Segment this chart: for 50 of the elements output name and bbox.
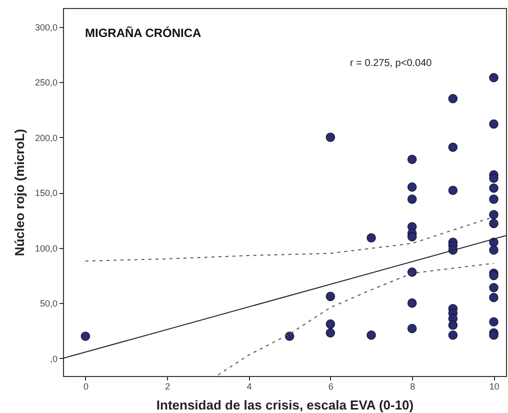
point xyxy=(448,320,458,330)
point xyxy=(489,245,498,255)
point xyxy=(489,184,498,193)
point xyxy=(326,132,336,142)
y-tick-label: 250,0 xyxy=(34,78,58,88)
line-series xyxy=(218,262,494,376)
point xyxy=(448,186,458,195)
x-tick-label: 6 xyxy=(328,382,334,392)
point xyxy=(448,94,458,104)
point xyxy=(489,317,498,326)
point xyxy=(489,194,498,204)
point xyxy=(326,319,336,329)
y-tick-label: 150,0 xyxy=(34,188,58,198)
point xyxy=(407,194,417,204)
point xyxy=(326,328,336,338)
point xyxy=(489,282,498,292)
x-axis-title: Intensidad de las crisis, escala EVA (0-10) xyxy=(156,398,414,412)
y-tick-label: ,0 xyxy=(50,354,58,364)
point xyxy=(407,324,417,334)
y-tick-label: 200,0 xyxy=(34,132,58,143)
point xyxy=(448,142,458,152)
x-tick-label: 0 xyxy=(83,382,88,392)
y-axis-title: Núcleo rojo (microL) xyxy=(12,128,27,256)
x-tick-label: 4 xyxy=(246,382,252,392)
point xyxy=(489,292,498,302)
point xyxy=(489,119,498,129)
point xyxy=(489,174,498,183)
point xyxy=(326,292,336,302)
point xyxy=(407,298,417,308)
point xyxy=(489,270,498,280)
y-tick-label: 100,0 xyxy=(34,243,58,254)
point xyxy=(448,330,458,340)
x-tick-label: 10 xyxy=(489,382,500,392)
point xyxy=(284,332,294,341)
point xyxy=(407,182,417,192)
text: MIGRAÑA CRÓNICA xyxy=(85,26,202,40)
x-tick-label: 2 xyxy=(165,382,170,392)
point xyxy=(366,233,376,242)
point xyxy=(366,330,376,340)
point xyxy=(407,232,417,242)
point xyxy=(407,268,417,277)
x-tick-label: 8 xyxy=(410,382,416,392)
annotation: r = 0.275, p<0.040 xyxy=(350,58,432,69)
y-tick-label: 50,0 xyxy=(40,298,58,309)
point xyxy=(407,154,417,164)
point xyxy=(80,332,90,341)
y-tick-label: 300,0 xyxy=(34,22,58,32)
point xyxy=(489,218,498,228)
point xyxy=(489,73,498,82)
point xyxy=(489,210,498,220)
